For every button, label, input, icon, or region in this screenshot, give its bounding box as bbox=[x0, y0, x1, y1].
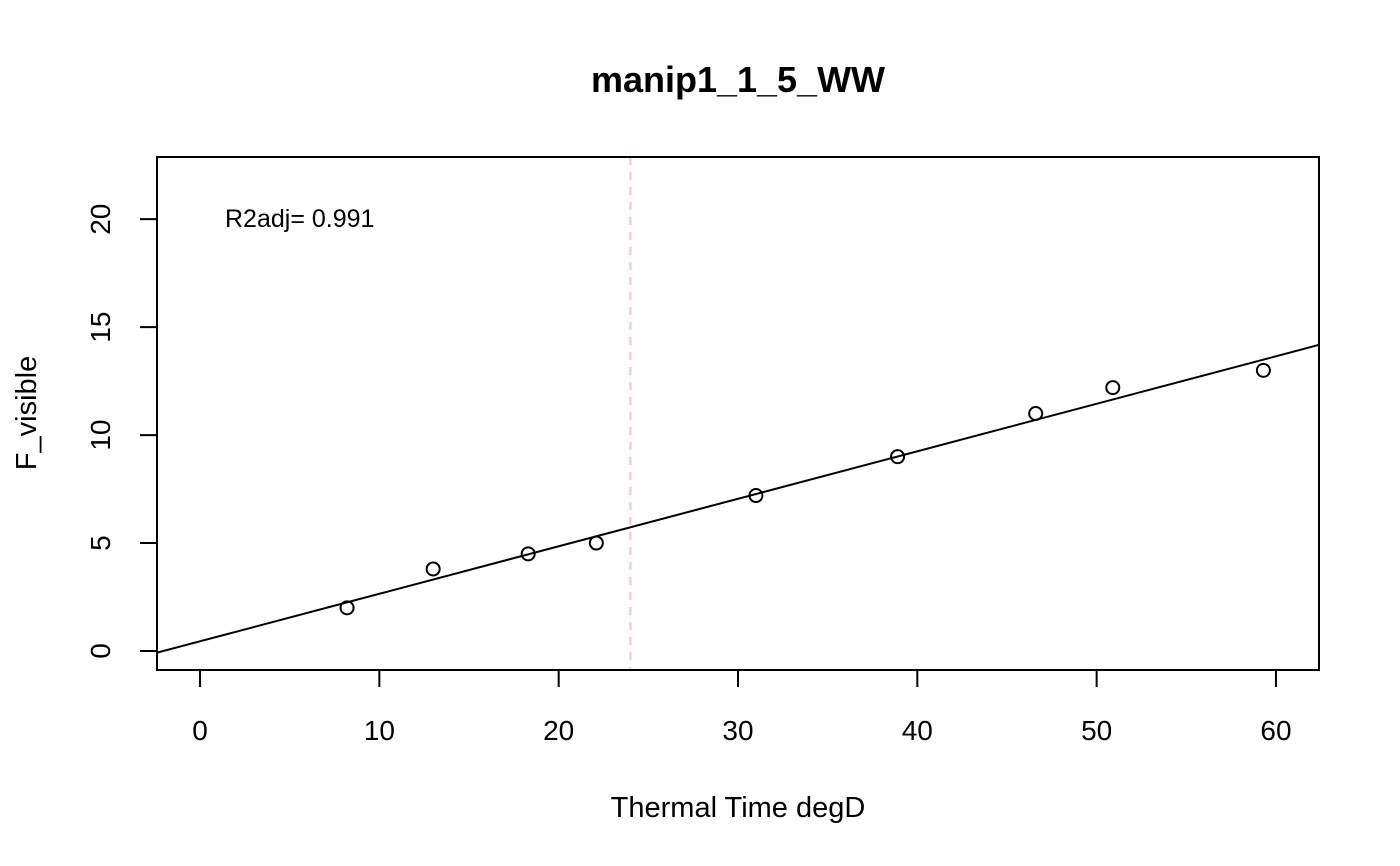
y-tick-label: 20 bbox=[85, 204, 116, 235]
x-tick-label: 60 bbox=[1260, 715, 1291, 746]
y-axis: 0 5 10 15 20 bbox=[85, 204, 158, 659]
x-tick-label: 40 bbox=[902, 715, 933, 746]
y-axis-label: F_visible bbox=[11, 356, 43, 470]
data-point bbox=[520, 546, 536, 562]
data-point bbox=[339, 600, 355, 616]
plot-frame bbox=[156, 156, 1320, 671]
y-tick-label: 5 bbox=[85, 535, 116, 551]
data-point bbox=[1028, 406, 1044, 421]
y-tick-label: 0 bbox=[85, 643, 116, 659]
x-tick-label: 0 bbox=[192, 715, 208, 746]
data-point bbox=[890, 449, 906, 465]
y-tick-label: 15 bbox=[85, 312, 116, 343]
data-point bbox=[1255, 362, 1271, 378]
y-tick-label: 10 bbox=[85, 420, 116, 451]
data-point bbox=[748, 488, 764, 504]
r2-annotation: R2adj= 0.991 bbox=[225, 205, 374, 233]
x-axis: 0 10 20 30 40 50 60 bbox=[192, 669, 1292, 746]
chart-title: manip1_1_5_WW bbox=[591, 59, 885, 100]
x-tick-label: 20 bbox=[543, 715, 574, 746]
regression-line bbox=[157, 343, 1319, 654]
data-point bbox=[425, 561, 441, 577]
x-tick-label: 30 bbox=[722, 715, 753, 746]
x-tick-label: 50 bbox=[1081, 715, 1112, 746]
x-tick-label: 10 bbox=[364, 715, 395, 746]
data-point bbox=[1105, 380, 1121, 396]
x-axis-label: Thermal Time degD bbox=[611, 792, 866, 824]
data-point bbox=[588, 535, 604, 551]
